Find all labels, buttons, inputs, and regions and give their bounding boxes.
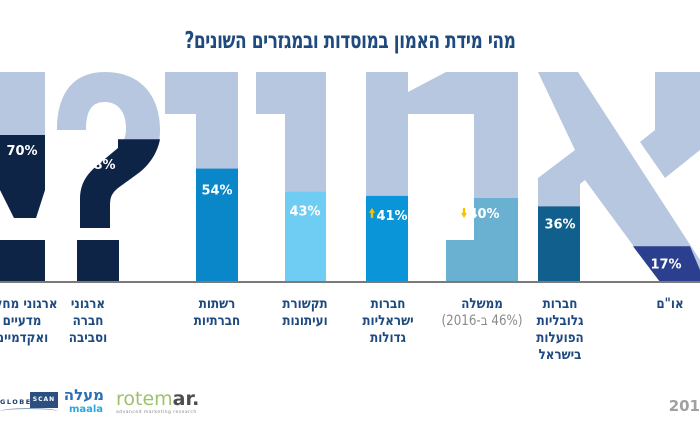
globescan-logo: GLOBE SCAN [0, 392, 58, 414]
category-label-4: חברות ישראליות גדולות [337, 296, 439, 347]
category-label-7: או"ם [619, 296, 700, 313]
rotem-logo-light: rotem [116, 388, 173, 410]
alef-right-arm-shape [640, 72, 700, 178]
value-label-3: 43% [289, 205, 320, 220]
globescan-logo-left: GLOBE [0, 398, 32, 406]
category-label-line: תקשורת [282, 296, 328, 312]
bar-0 [0, 135, 45, 218]
globescan-logo-right: SCAN [30, 392, 58, 408]
bar-5 [446, 198, 518, 282]
value-label-0: 70% [6, 144, 37, 159]
maala-logo-latin: maala [68, 404, 104, 415]
rotem-logo-tagline: advanced marketing research [116, 410, 197, 415]
category-label-line: גלובליות [536, 313, 584, 329]
category-label-line: חברה [72, 313, 104, 329]
value-label-4: 41% [376, 209, 407, 224]
category-label-line: ממשלה [461, 296, 503, 312]
category-label-line: ועיתונות [282, 313, 328, 329]
value-labels-group: 70% 68% 54% 43% 41% 40% 36% 17% [6, 144, 681, 272]
category-label-line: חברות [370, 296, 406, 312]
category-label-6: חברות גלובליות הפועלות בישראל [509, 296, 611, 364]
bar-6 [538, 206, 580, 282]
category-label-line: ואקדמיים [0, 330, 49, 346]
trend-up-arrow-icon [369, 207, 375, 218]
value-label-2: 54% [201, 184, 232, 199]
value-label-7: 17% [650, 257, 681, 272]
category-label-line: בישראל [538, 347, 582, 363]
bar-0-dot [0, 240, 45, 282]
category-label-line: גדולות [370, 330, 406, 346]
bar-2 [196, 168, 238, 282]
rotem-logo-bold: ar. [172, 388, 200, 410]
value-label-1: 68% [84, 158, 115, 173]
category-label-5: ממשלה (46% ב-2016) [431, 296, 533, 330]
rotem-logo: rotemar. advanced marketing research [116, 388, 206, 420]
category-label-line: מדעיים [2, 313, 42, 329]
bars-group [0, 135, 700, 282]
maala-logo-hebrew: מעלה [63, 386, 104, 404]
category-label-1: ארגוני חברה וסביבה [37, 296, 139, 347]
globescan-swoosh-icon [0, 408, 58, 415]
category-label-2: רשתות חברתיות [166, 296, 268, 330]
category-label-line: או"ם [656, 296, 684, 312]
bar-7 [633, 246, 700, 282]
category-label-line: ארגוני [70, 296, 106, 312]
category-sublabel: (46% ב-2016) [441, 313, 523, 329]
category-label-0: ארגוני מחקרמדעייםואקדמיים [0, 296, 73, 347]
bar-3 [285, 191, 326, 282]
chart-title: מהי מידת האמון במוסדות ובמגזרים השונים? [184, 28, 516, 54]
category-label-line: ישראליות [362, 313, 414, 329]
category-label-3: תקשורת ועיתונות [254, 296, 356, 330]
maala-logo: מעלה maala [63, 386, 104, 422]
bar-1 [80, 139, 160, 228]
year-label: 201 [668, 397, 700, 415]
category-label-line: חברתיות [193, 313, 241, 329]
category-label-line: הפועלות [536, 330, 584, 346]
value-label-6: 36% [544, 217, 575, 232]
category-label-line: ארגוני מחקר [0, 296, 58, 312]
category-label-line: רשתות [198, 296, 236, 312]
bar-1-dot [77, 240, 119, 282]
category-label-line: וסביבה [68, 330, 108, 346]
trend-down-arrow-icon [461, 208, 467, 218]
footer-logos: GLOBE SCAN מעלה maala rotemar. advanced … [0, 386, 260, 422]
category-label-line: חברות [542, 296, 578, 312]
value-label-5: 40% [468, 207, 499, 222]
